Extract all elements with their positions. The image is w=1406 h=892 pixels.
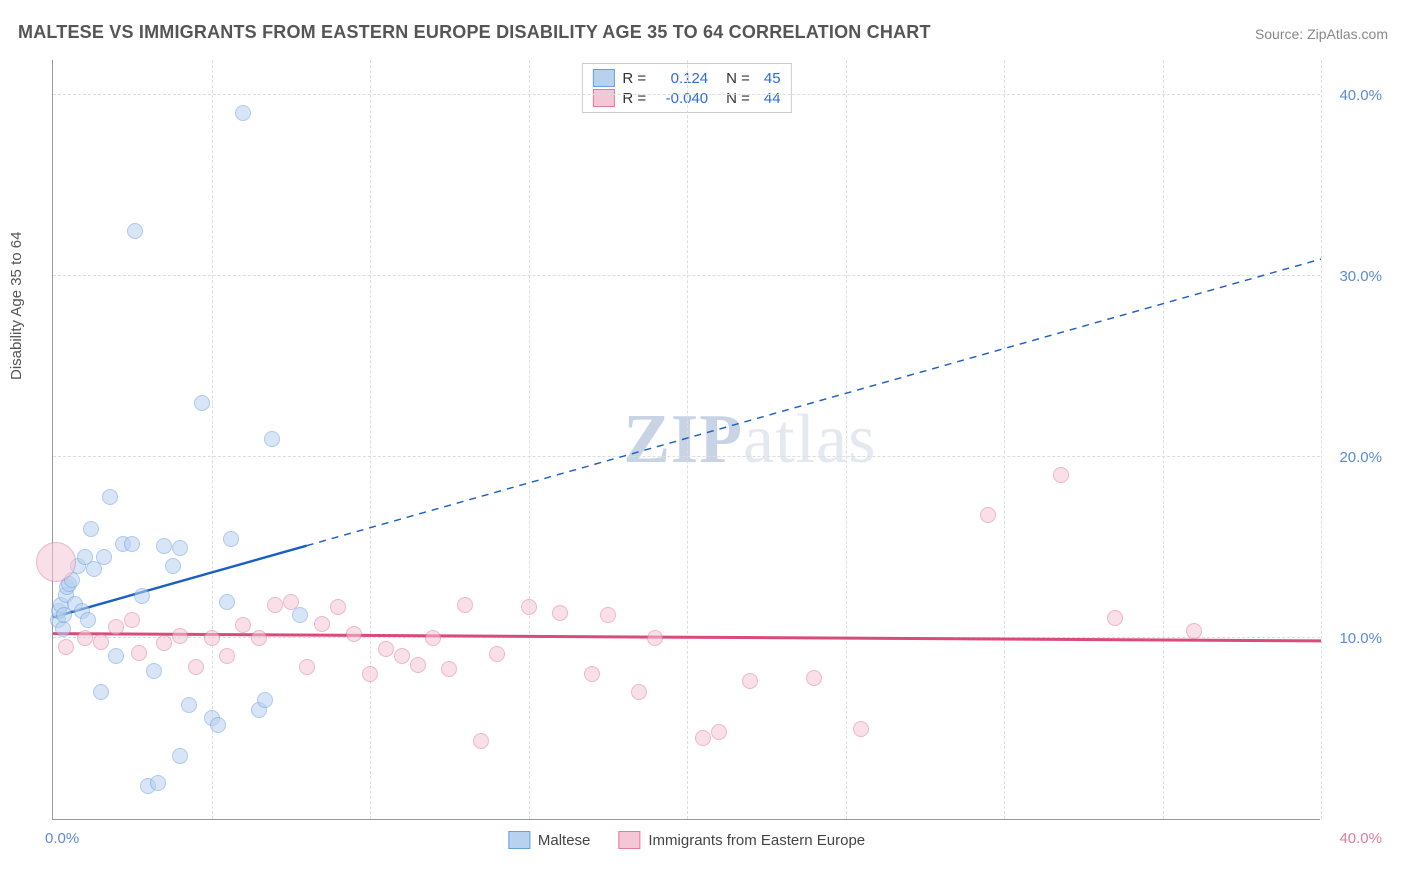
scatter-point	[283, 594, 299, 610]
scatter-point	[394, 648, 410, 664]
scatter-point	[1107, 610, 1123, 626]
scatter-point	[36, 542, 76, 582]
scatter-point	[584, 666, 600, 682]
scatter-point	[156, 538, 172, 554]
scatter-point	[292, 607, 308, 623]
scatter-point	[165, 558, 181, 574]
scatter-point	[378, 641, 394, 657]
scatter-point	[235, 617, 251, 633]
scatter-point	[457, 597, 473, 613]
scatter-point	[251, 630, 267, 646]
chart-title: MALTESE VS IMMIGRANTS FROM EASTERN EUROP…	[18, 22, 931, 43]
scatter-point	[489, 646, 505, 662]
scatter-point	[127, 223, 143, 239]
scatter-point	[264, 431, 280, 447]
scatter-point	[410, 657, 426, 673]
scatter-point	[1186, 623, 1202, 639]
scatter-point	[210, 717, 226, 733]
scatter-point	[194, 395, 210, 411]
scatter-point	[55, 621, 71, 637]
gridline-v	[1321, 60, 1322, 819]
scatter-point	[257, 692, 273, 708]
trendlines-svg	[53, 60, 1321, 820]
scatter-point	[188, 659, 204, 675]
scatter-point	[267, 597, 283, 613]
scatter-point	[314, 616, 330, 632]
y-tick-label: 20.0%	[1339, 449, 1382, 466]
legend-swatch	[618, 831, 640, 849]
scatter-point	[131, 645, 147, 661]
scatter-point	[631, 684, 647, 700]
scatter-point	[172, 748, 188, 764]
scatter-point	[362, 666, 378, 682]
scatter-point	[219, 594, 235, 610]
scatter-point	[473, 733, 489, 749]
legend-series-label: Maltese	[538, 832, 591, 849]
scatter-point	[980, 507, 996, 523]
scatter-point	[181, 697, 197, 713]
scatter-point	[150, 775, 166, 791]
scatter-point	[1053, 467, 1069, 483]
scatter-point	[695, 730, 711, 746]
scatter-point	[204, 630, 220, 646]
scatter-point	[93, 684, 109, 700]
scatter-point	[299, 659, 315, 675]
scatter-point	[172, 628, 188, 644]
y-tick-label: 30.0%	[1339, 268, 1382, 285]
scatter-point	[93, 634, 109, 650]
scatter-point	[77, 630, 93, 646]
x-tick-label-right: 40.0%	[1339, 830, 1382, 847]
legend-series-box: Maltese Immigrants from Eastern Europe	[508, 831, 865, 849]
source-attribution: Source: ZipAtlas.com	[1255, 26, 1388, 42]
scatter-point	[425, 630, 441, 646]
scatter-point	[853, 721, 869, 737]
scatter-point	[83, 521, 99, 537]
scatter-point	[172, 540, 188, 556]
chart-plot-area: ZIPatlas R =0.124N =45R =-0.040N =44 Mal…	[52, 60, 1320, 820]
legend-series-item: Maltese	[508, 831, 591, 849]
scatter-point	[330, 599, 346, 615]
scatter-point	[124, 612, 140, 628]
scatter-point	[80, 612, 96, 628]
y-tick-label: 40.0%	[1339, 87, 1382, 104]
scatter-point	[806, 670, 822, 686]
scatter-point	[235, 105, 251, 121]
scatter-point	[441, 661, 457, 677]
scatter-point	[156, 635, 172, 651]
scatter-point	[58, 639, 74, 655]
legend-series-item: Immigrants from Eastern Europe	[618, 831, 865, 849]
scatter-point	[223, 531, 239, 547]
x-tick-label-left: 0.0%	[45, 830, 79, 847]
y-axis-label: Disability Age 35 to 64	[8, 232, 25, 380]
scatter-point	[219, 648, 235, 664]
scatter-point	[742, 673, 758, 689]
scatter-point	[552, 605, 568, 621]
scatter-point	[134, 588, 150, 604]
scatter-point	[346, 626, 362, 642]
scatter-point	[108, 619, 124, 635]
scatter-point	[146, 663, 162, 679]
scatter-point	[521, 599, 537, 615]
scatter-point	[108, 648, 124, 664]
scatter-point	[711, 724, 727, 740]
scatter-point	[647, 630, 663, 646]
y-tick-label: 10.0%	[1339, 630, 1382, 647]
scatter-point	[124, 536, 140, 552]
scatter-point	[102, 489, 118, 505]
scatter-point	[600, 607, 616, 623]
scatter-point	[96, 549, 112, 565]
legend-swatch	[508, 831, 530, 849]
legend-series-label: Immigrants from Eastern Europe	[648, 832, 865, 849]
